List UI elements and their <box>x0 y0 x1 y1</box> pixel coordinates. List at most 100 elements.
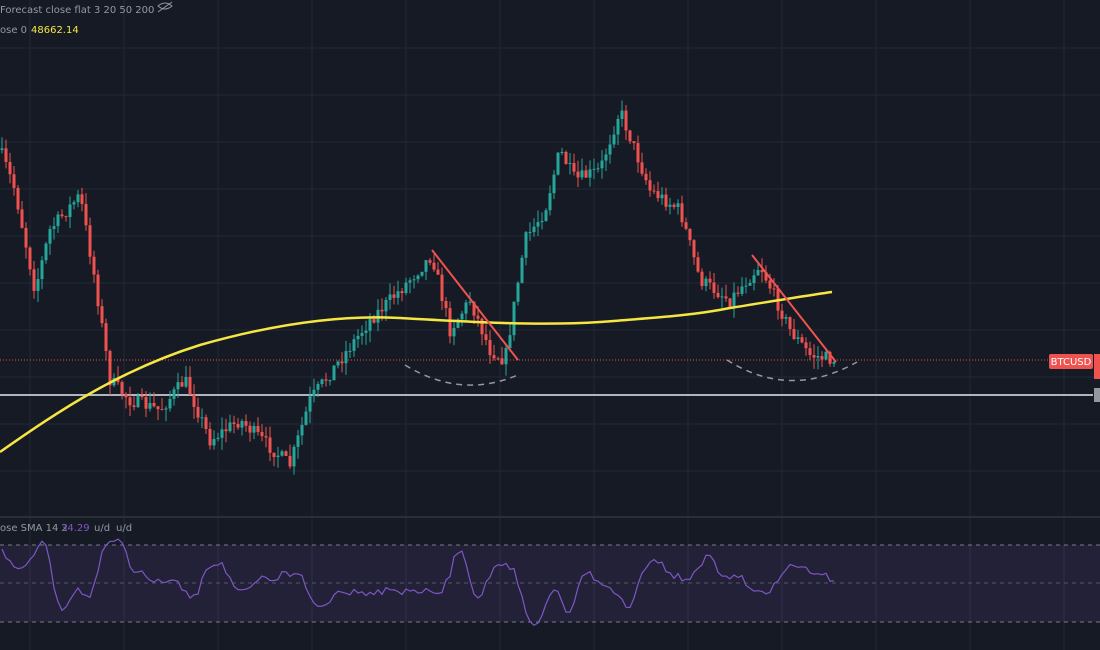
candle <box>248 425 252 433</box>
candle <box>0 148 4 150</box>
candle <box>4 148 8 162</box>
candle <box>808 348 812 356</box>
candle <box>12 174 16 188</box>
candle <box>224 429 228 432</box>
candle <box>464 302 468 314</box>
candle <box>56 214 60 227</box>
candle <box>196 406 200 418</box>
candle <box>800 337 804 343</box>
candle <box>360 332 364 336</box>
candle <box>508 335 512 349</box>
candle <box>780 310 784 319</box>
candle <box>120 382 124 394</box>
candle <box>552 174 556 194</box>
candle <box>608 144 612 155</box>
candle <box>600 160 604 169</box>
candle <box>700 271 704 287</box>
candle <box>52 226 56 229</box>
candle <box>240 421 244 428</box>
candle <box>432 262 436 270</box>
candle <box>504 348 508 365</box>
candle <box>60 214 64 217</box>
hide-icon[interactable] <box>157 1 173 13</box>
candle <box>532 226 536 233</box>
candle <box>232 422 236 424</box>
candle <box>660 194 664 199</box>
ma-value: 48662.14 <box>31 25 79 36</box>
candle <box>36 279 40 291</box>
candle <box>760 270 764 273</box>
candle <box>704 278 708 287</box>
candle <box>796 337 800 339</box>
candle <box>616 118 620 135</box>
candle <box>156 406 160 410</box>
candle <box>436 269 440 275</box>
candle <box>372 319 376 323</box>
price-tag-label: BTCUSD <box>1051 357 1092 368</box>
candle <box>396 291 400 298</box>
candle <box>140 395 144 398</box>
candle <box>584 170 588 178</box>
candle <box>664 194 668 207</box>
candle <box>44 243 48 261</box>
candle <box>284 451 288 456</box>
candle <box>556 152 560 175</box>
candle <box>652 190 656 192</box>
trendline <box>751 254 837 363</box>
candle <box>304 411 308 425</box>
candle <box>736 292 740 294</box>
candle <box>412 279 416 281</box>
candle <box>772 288 776 290</box>
candle <box>560 151 564 153</box>
candle <box>84 203 88 226</box>
candle <box>744 285 748 287</box>
candle <box>452 327 456 337</box>
candle <box>276 455 280 458</box>
candle <box>500 358 504 365</box>
candle <box>356 335 360 340</box>
candle <box>116 378 120 383</box>
arc <box>726 359 858 382</box>
candle <box>8 161 12 175</box>
candle <box>768 280 772 289</box>
candle <box>312 389 316 397</box>
candle <box>512 301 516 336</box>
candle <box>536 222 540 227</box>
candle <box>484 334 488 341</box>
candle <box>280 451 284 456</box>
candle <box>576 171 580 178</box>
candle <box>200 417 204 419</box>
ma-label: ose 0 <box>0 25 27 36</box>
osc-value: 34.29 <box>61 523 90 534</box>
candle <box>580 170 584 178</box>
candle <box>624 110 628 131</box>
candle <box>100 306 104 324</box>
candle <box>328 380 332 382</box>
candle <box>264 436 268 438</box>
candle <box>728 298 732 307</box>
candle <box>592 168 596 170</box>
candle <box>816 356 820 358</box>
candle <box>448 308 452 337</box>
candle <box>388 294 392 300</box>
candle <box>656 191 660 199</box>
candle <box>444 301 448 309</box>
candle <box>496 358 500 360</box>
candle <box>352 339 356 351</box>
candle <box>172 389 176 399</box>
candle <box>64 216 68 218</box>
candle <box>832 362 836 364</box>
candle <box>804 342 808 349</box>
candle <box>168 398 172 409</box>
candle <box>764 272 768 281</box>
candle <box>480 318 484 335</box>
candle <box>300 424 304 436</box>
candle <box>520 257 524 283</box>
candle <box>564 151 568 164</box>
candle <box>72 202 76 205</box>
candle <box>812 355 816 358</box>
candle <box>340 361 344 364</box>
osc-unit: u/d <box>94 523 110 534</box>
candle <box>324 379 328 381</box>
